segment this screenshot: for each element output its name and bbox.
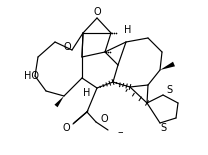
Text: S: S xyxy=(166,85,172,95)
Text: O: O xyxy=(100,114,108,124)
Text: O: O xyxy=(93,7,101,17)
Polygon shape xyxy=(160,62,175,70)
Text: –: – xyxy=(117,127,123,137)
Text: O: O xyxy=(62,123,70,133)
Polygon shape xyxy=(54,96,64,107)
Text: H: H xyxy=(83,88,91,98)
Text: H: H xyxy=(124,25,132,35)
Text: O: O xyxy=(63,42,71,52)
Text: HO: HO xyxy=(24,71,39,81)
Text: S: S xyxy=(160,123,166,133)
